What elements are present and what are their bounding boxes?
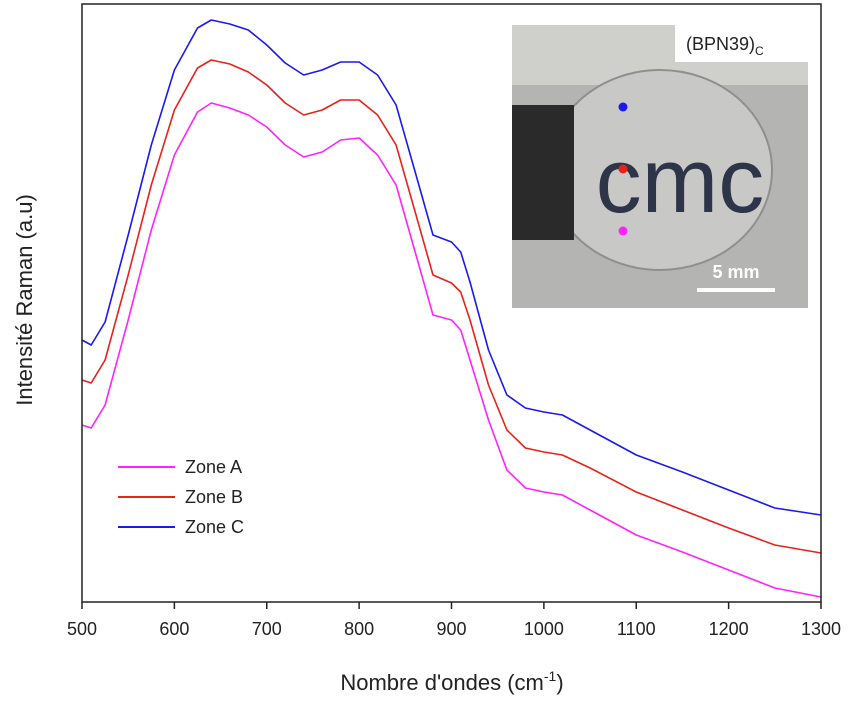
inset-label-box (675, 25, 808, 62)
x-tick-label: 800 (344, 619, 374, 639)
inset-dot (618, 226, 628, 236)
inset-label-main: (BPN39) (686, 34, 755, 54)
x-axis-label: Nombre d'ondes (cm-1) (340, 668, 563, 695)
legend-label: Zone A (185, 457, 242, 477)
x-tick-label: 600 (159, 619, 189, 639)
inset-holder (512, 105, 574, 240)
x-tick-label: 1200 (709, 619, 749, 639)
series-line (81, 19, 822, 516)
x-label-sup: -1 (544, 668, 557, 684)
x-tick-label: 1300 (801, 619, 841, 639)
legend-label: Zone B (185, 487, 243, 507)
inset-dot (618, 102, 628, 112)
x-tick-label: 1000 (524, 619, 564, 639)
scale-bar-label: 5 mm (712, 262, 759, 282)
plot-frame (81, 3, 822, 603)
inset-photo-text: cmc (596, 130, 765, 232)
inset-dot (618, 164, 628, 174)
x-tick-label: 700 (252, 619, 282, 639)
x-label-end: ) (556, 670, 563, 695)
inset-label-sub: C (755, 44, 764, 58)
series-line (81, 102, 822, 598)
x-tick-label: 900 (436, 619, 466, 639)
x-label-main: Nombre d'ondes (cm (340, 670, 544, 695)
inset: cmc (BPN39)C 5 mm (512, 25, 808, 308)
legend-label: Zone C (185, 517, 244, 537)
y-axis-label: Intensité Raman (a.u) (12, 194, 37, 406)
inset-label: (BPN39)C (686, 34, 764, 58)
series-line (81, 59, 822, 554)
x-tick-label: 500 (67, 619, 97, 639)
x-tick-label: 1100 (617, 619, 656, 639)
